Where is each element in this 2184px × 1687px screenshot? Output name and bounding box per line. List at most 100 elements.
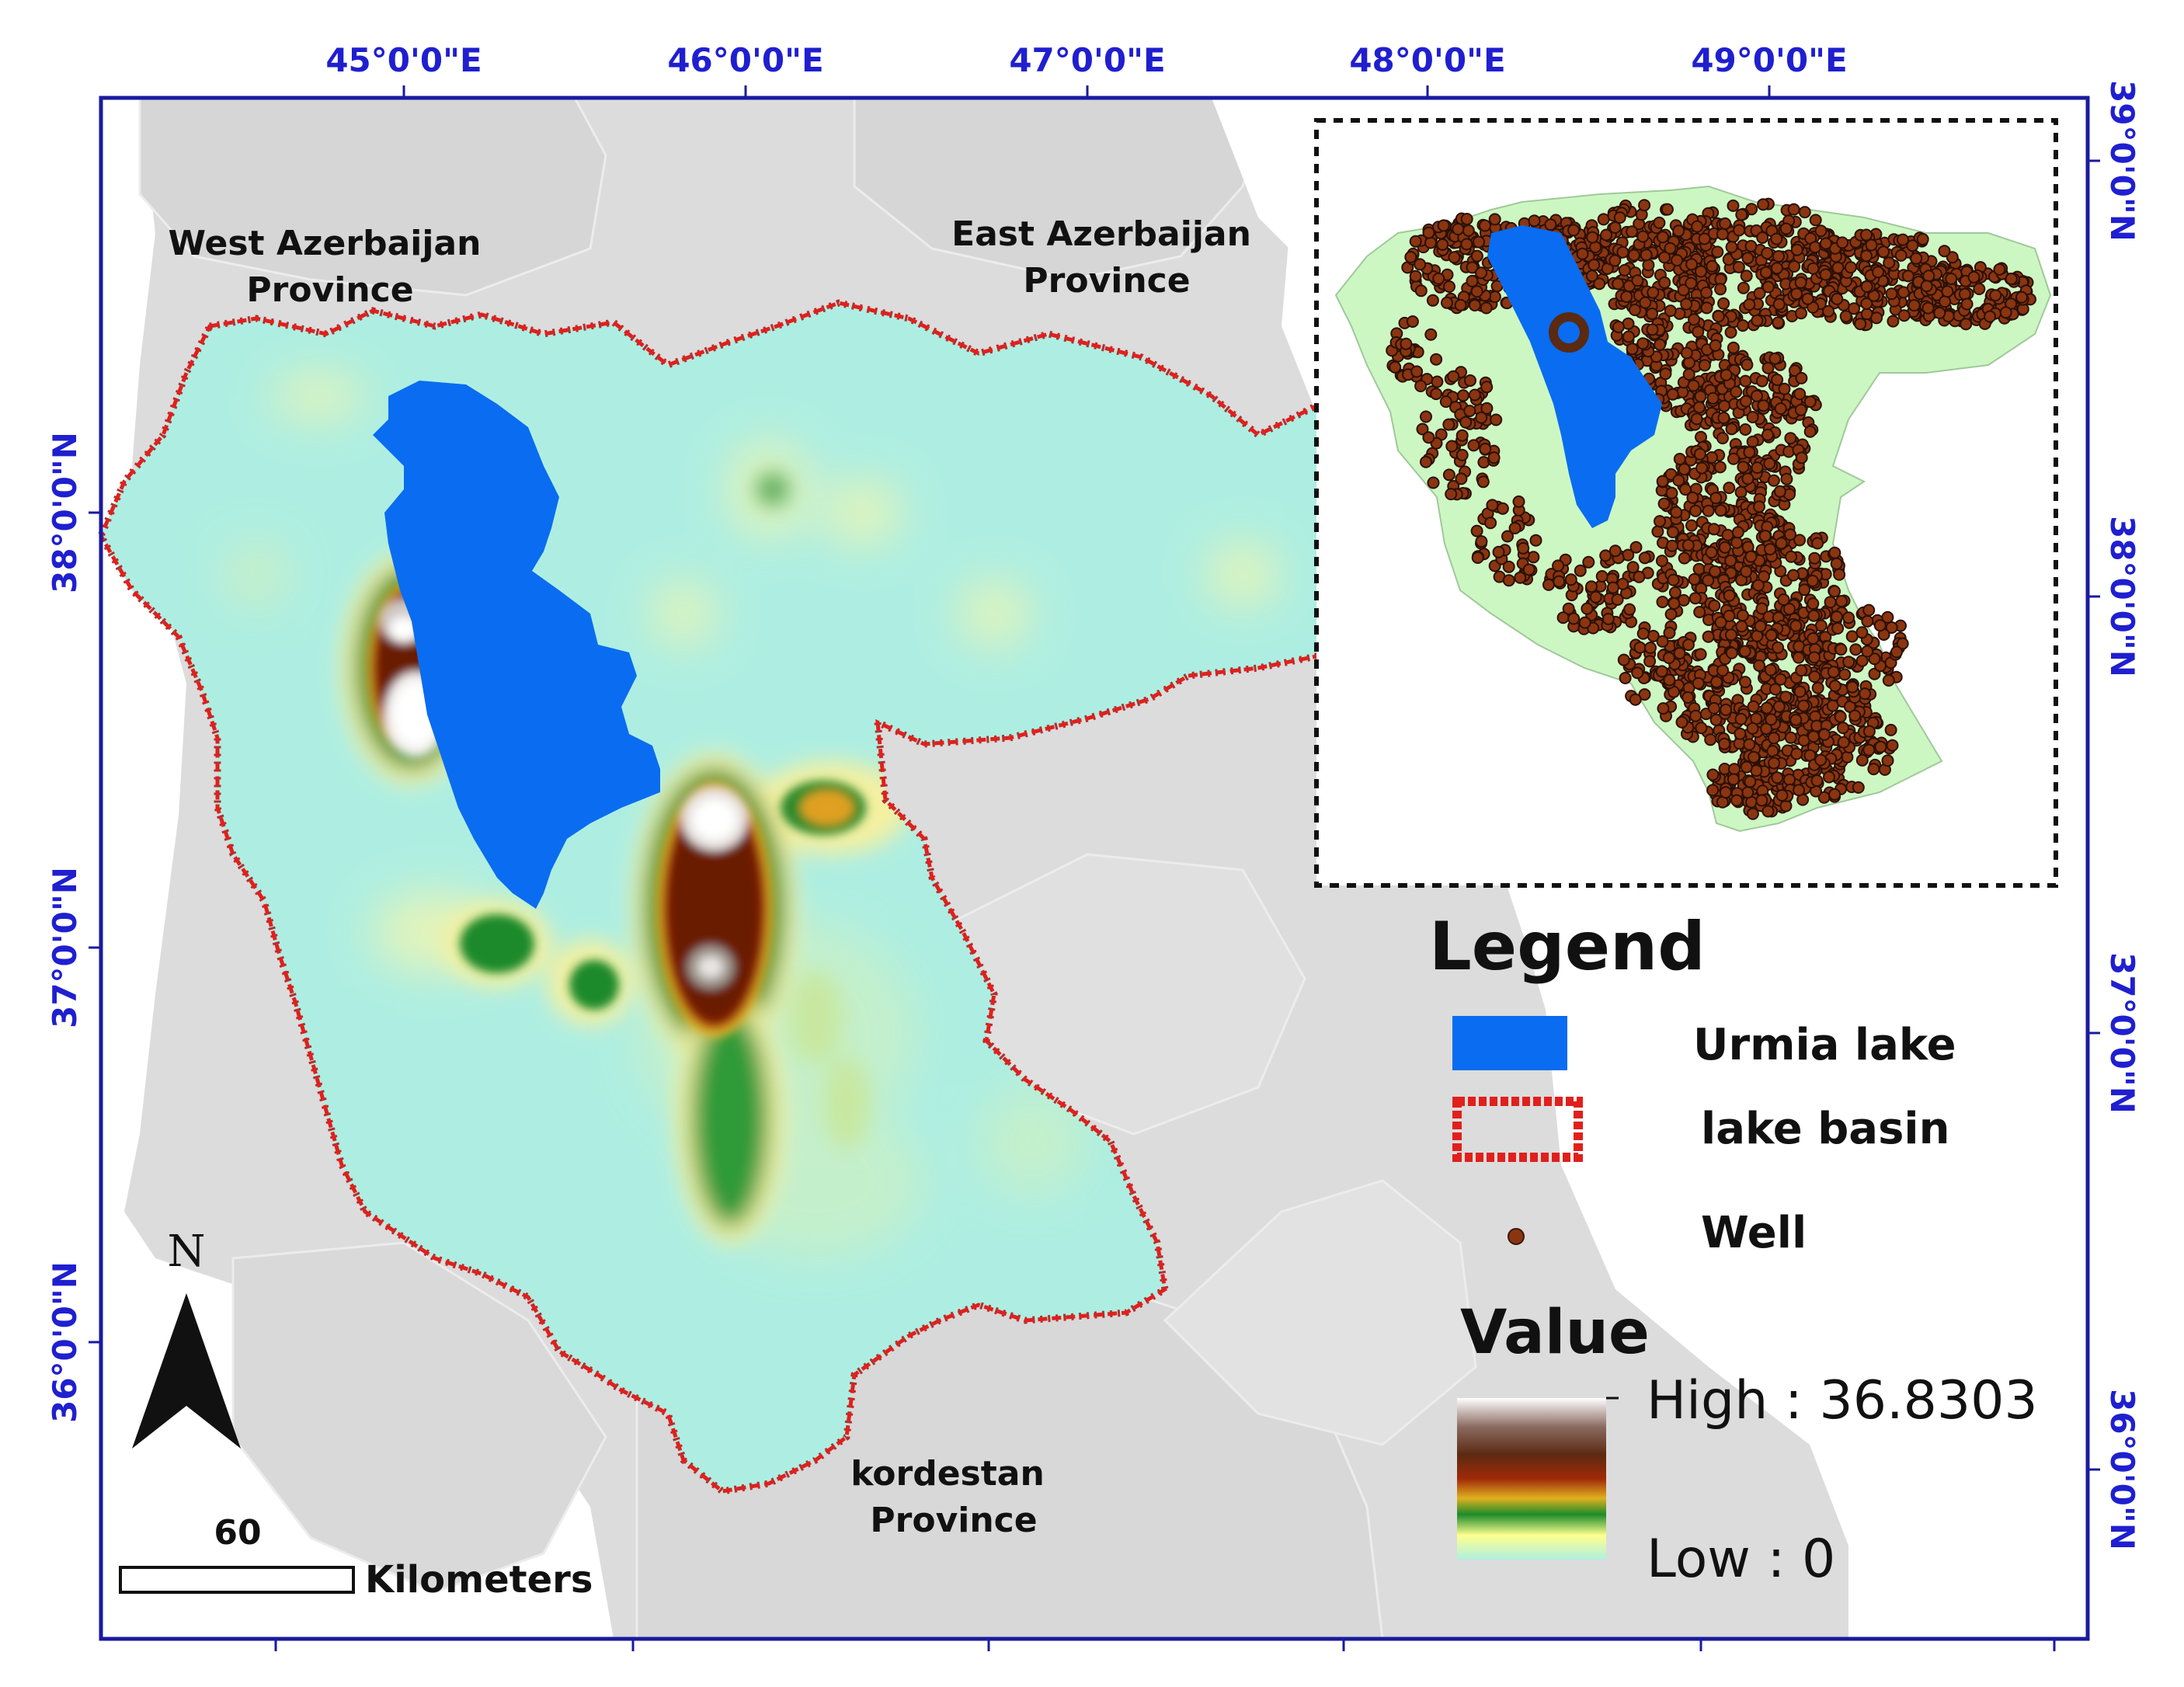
well-point <box>1471 551 1484 564</box>
well-point <box>1631 666 1644 680</box>
well-point <box>1743 298 1756 311</box>
well-point <box>1881 754 1894 767</box>
well-point <box>1728 763 1741 776</box>
well-point <box>1865 238 1878 252</box>
well-point <box>1938 245 1951 258</box>
well-point <box>1432 272 1445 285</box>
well-point <box>1803 395 1817 409</box>
well-point <box>1774 673 1787 686</box>
well-point <box>1747 700 1760 713</box>
well-point <box>1702 574 1715 587</box>
well-point <box>1678 551 1691 565</box>
well-point <box>1647 286 1660 299</box>
well-point <box>1723 610 1736 622</box>
well-point <box>1811 681 1824 694</box>
lat-label-right-36: 36°0'0"N <box>2103 1389 2141 1550</box>
well-point <box>1711 245 1724 259</box>
well-point <box>1690 412 1703 426</box>
well-point <box>1695 265 1707 278</box>
well-point <box>1827 666 1840 679</box>
well-point <box>1424 236 1437 249</box>
well-point <box>1631 274 1644 287</box>
well-point <box>1870 311 1883 325</box>
well-point <box>1771 374 1784 386</box>
well-point <box>1484 517 1497 530</box>
well-point <box>1586 231 1599 244</box>
well-point <box>1837 722 1849 735</box>
well-point <box>1512 495 1525 508</box>
well-point <box>1689 504 1702 517</box>
well-point <box>1480 402 1494 415</box>
well-point <box>1946 251 1959 264</box>
well-point <box>1466 261 1479 274</box>
well-point <box>1409 270 1422 283</box>
well-point <box>1612 277 1625 290</box>
well-point <box>1793 685 1807 698</box>
well-point <box>1664 242 1677 255</box>
well-point <box>1422 431 1435 444</box>
well-point <box>1658 276 1671 289</box>
well-point <box>1416 423 1429 436</box>
well-point <box>1830 610 1843 624</box>
well-point <box>1599 549 1612 562</box>
well-point <box>1774 402 1787 416</box>
well-point <box>1757 399 1770 412</box>
well-point <box>1661 203 1674 216</box>
map-frame <box>99 96 2090 1641</box>
well-point <box>1761 280 1775 294</box>
well-point <box>1427 476 1440 489</box>
well-point <box>1608 254 1622 267</box>
well-point <box>1447 370 1460 383</box>
lat-label-right-37: 37°0'0"N <box>2103 952 2141 1114</box>
well-point <box>1788 260 1801 273</box>
lat-label-left-38: 38°0'0"N <box>46 432 84 593</box>
well-point <box>1746 435 1759 448</box>
well-point <box>1795 371 1808 384</box>
well-point <box>1479 443 1492 455</box>
well-point <box>1836 236 1849 249</box>
well-point <box>1633 641 1647 654</box>
well-point <box>1779 690 1793 704</box>
well-point <box>1759 266 1772 279</box>
well-point <box>1753 659 1766 672</box>
value-color-ramp <box>1457 1398 1606 1560</box>
well-point <box>1706 768 1720 781</box>
value-high-label: High : 36.8303 <box>1647 1370 2038 1431</box>
well-point <box>1793 388 1807 401</box>
lon-label-47: 47°0'0"E <box>1009 41 1165 79</box>
well-point <box>1480 301 1493 315</box>
well-point <box>1897 233 1909 246</box>
well-point <box>1601 612 1615 625</box>
well-point <box>1784 528 1796 541</box>
well-point <box>1688 572 1701 586</box>
well-point <box>1831 292 1844 305</box>
well-point <box>1787 569 1800 582</box>
well-point <box>1814 224 1828 238</box>
well-point <box>1833 568 1846 581</box>
well-point <box>1475 266 1488 280</box>
well-point <box>1848 709 1862 722</box>
well-point <box>1860 280 1873 293</box>
well-point <box>1646 308 1659 320</box>
well-point <box>1706 784 1720 797</box>
lon-label-45: 45°0'0"E <box>325 41 482 79</box>
well-point <box>1695 461 1709 475</box>
well-point <box>2015 290 2028 304</box>
well-point <box>1424 328 1438 341</box>
well-point <box>1460 213 1473 225</box>
well-point <box>1835 595 1848 607</box>
well-point <box>1409 235 1422 248</box>
well-point <box>1761 805 1775 818</box>
well-point <box>1414 258 1427 271</box>
well-point <box>1740 270 1753 283</box>
well-point <box>1422 226 1435 239</box>
well-point <box>1739 374 1752 388</box>
well-point <box>1746 722 1759 735</box>
well-point <box>1719 541 1731 554</box>
well-point <box>1716 432 1729 445</box>
well-point <box>1480 381 1494 394</box>
well-point <box>1617 653 1630 666</box>
well-point <box>1666 388 1679 401</box>
value-low-label: Low : 0 <box>1647 1529 1835 1590</box>
well-point <box>1664 607 1678 621</box>
